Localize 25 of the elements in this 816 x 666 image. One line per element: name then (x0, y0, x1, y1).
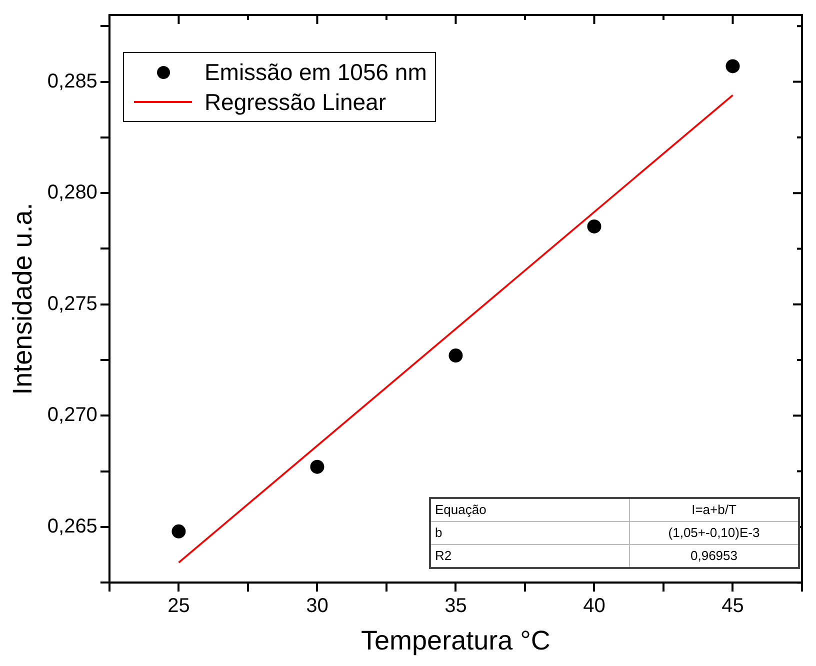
y-tick-label: 0,270 (47, 404, 98, 426)
y-tick-label: 0,285 (47, 70, 98, 92)
legend-label: Regressão Linear (204, 88, 386, 117)
point (310, 460, 324, 474)
x-tick-label: 30 (306, 595, 328, 618)
annotation: I=a+b/T (630, 498, 799, 522)
x-axis-title: Temperatura °C (361, 625, 550, 656)
annotation: Equação (430, 498, 630, 522)
point (172, 524, 186, 538)
point (726, 59, 740, 74)
legend-label: Emissão em 1056 nm (204, 58, 427, 87)
point (587, 219, 602, 234)
annotation: R2 (430, 544, 630, 568)
x-tick-label: 35 (444, 595, 467, 618)
point (448, 348, 463, 363)
y-tick-label: 0,265 (47, 515, 98, 538)
x-tick-label: 45 (722, 595, 744, 618)
annotation: 0,96953 (630, 544, 799, 568)
x-tick-label: 40 (583, 595, 606, 618)
y-tick-label: 0,280 (47, 182, 98, 204)
annotation: (1,05+-0,10)E-3 (630, 521, 799, 544)
y-axis-title: Intensidade u.a. (8, 202, 38, 395)
x-tick-label: 25 (168, 595, 190, 618)
annotation: b (430, 521, 630, 544)
y-tick-label: 0,275 (47, 292, 98, 315)
